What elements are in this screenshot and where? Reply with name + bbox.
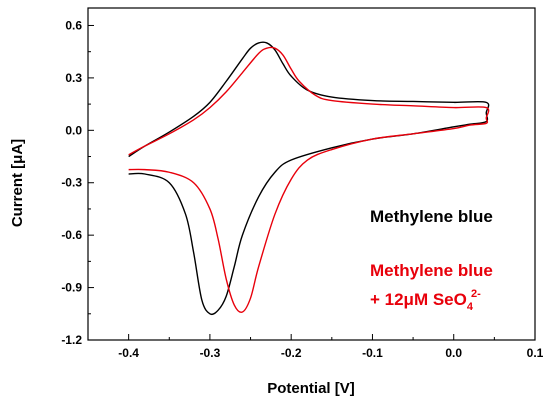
- x-tick-label: -0.2: [281, 346, 302, 360]
- legend-selenate-main: + 12μM SeO: [370, 290, 467, 309]
- y-tick-label: -0.9: [61, 281, 82, 295]
- legend-item-methylene-blue: Methylene blue: [370, 207, 493, 226]
- legend-selenate-superscript: 2-: [471, 288, 481, 300]
- axis-ticks: -0.4 -0.3 -0.2 -0.1 0.0 0.1 -1.2 -0.9 -0.6 -0.3 0.…: [61, 18, 543, 360]
- x-tick-label: 0.1: [527, 346, 544, 360]
- y-tick-label: 0.0: [65, 123, 82, 137]
- y-axis-label: Current [μA]: [9, 139, 26, 227]
- x-tick-label: -0.1: [362, 346, 383, 360]
- x-tick-label: -0.3: [200, 346, 221, 360]
- y-tick-label: -0.6: [61, 228, 82, 242]
- legend-item-methylene-blue-red: Methylene blue: [370, 261, 493, 280]
- y-tick-label: -1.2: [61, 333, 82, 347]
- x-tick-label: -0.4: [118, 346, 139, 360]
- series-group: [128, 41, 490, 316]
- legend-selenate-subscript: 4: [467, 301, 474, 313]
- x-axis-label: Potential [V]: [267, 380, 355, 397]
- series-line-methylene-blue: [128, 41, 490, 316]
- series-line-methylene-blue-selenate: [128, 46, 490, 314]
- plot-frame: [87, 7, 536, 341]
- y-tick-label: -0.3: [61, 176, 82, 190]
- y-tick-label: 0.3: [65, 71, 82, 85]
- x-tick-label: 0.0: [445, 346, 462, 360]
- legend-item-selenate: + 12μM SeO42-: [370, 288, 481, 313]
- y-tick-label: 0.6: [65, 18, 82, 32]
